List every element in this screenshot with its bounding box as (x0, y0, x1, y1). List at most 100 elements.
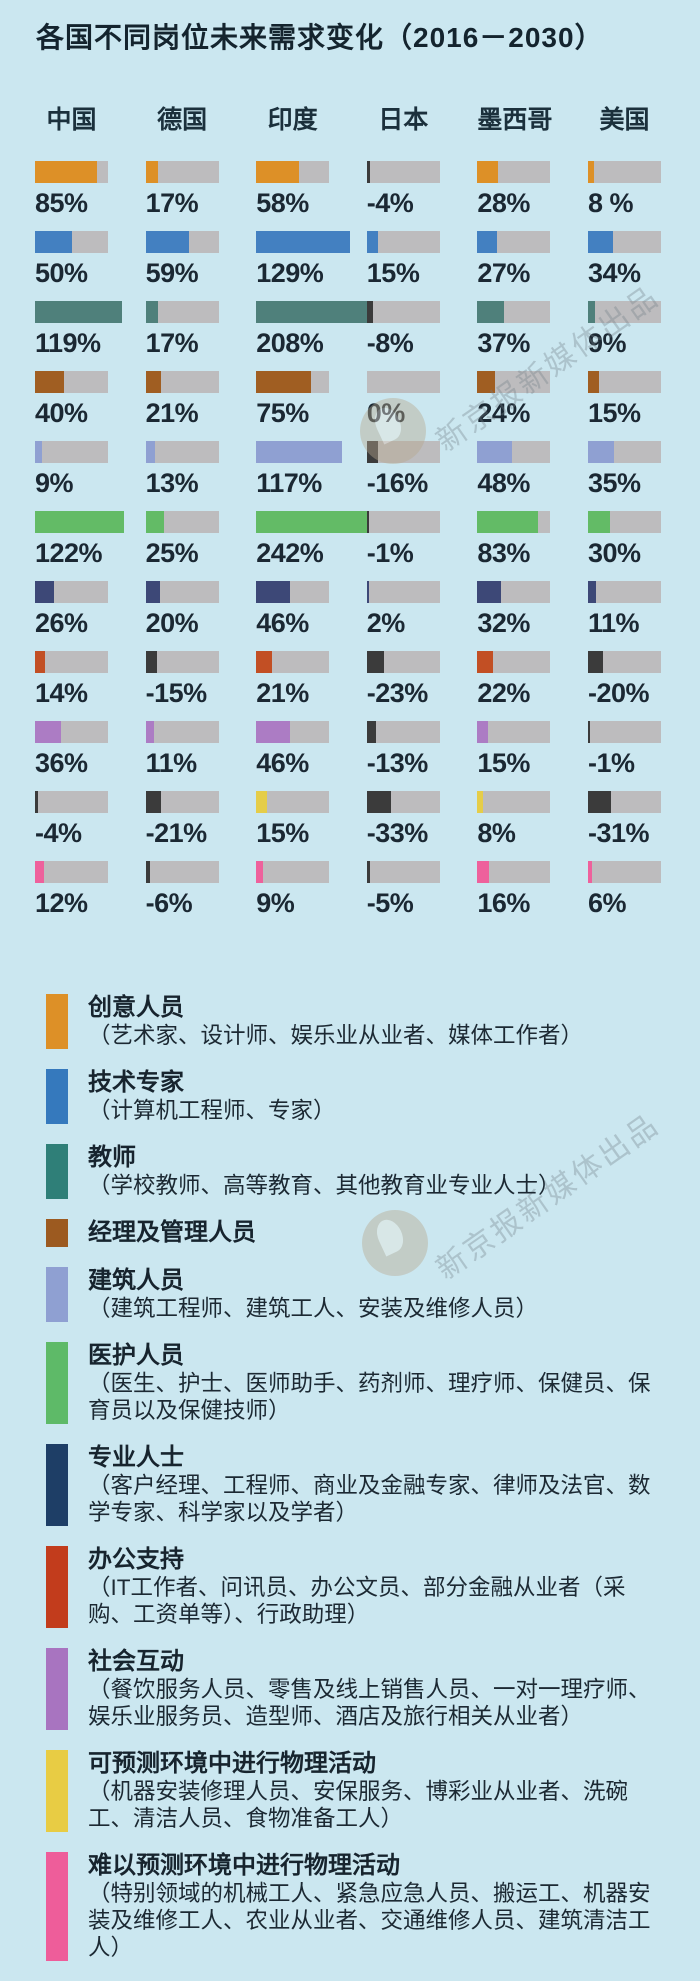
legend-category-name: 建筑人员 (88, 1267, 184, 1294)
bar-cell: 208% (256, 301, 369, 371)
bar-fill (587, 651, 603, 673)
bar-cell: 17% (145, 161, 257, 231)
bar-track (366, 161, 440, 183)
bar-track (366, 231, 440, 253)
bar-value-label: -5% (366, 888, 414, 918)
bar-value-label: 20% (145, 608, 199, 638)
bar-cell: 8% (477, 791, 588, 861)
bar-cell: 16% (477, 861, 588, 931)
bar-track (145, 371, 219, 393)
country-header-label: 日本 (378, 106, 429, 134)
bar-cell: 15% (366, 231, 478, 301)
bar-value-label: 26% (35, 608, 88, 638)
bar-fill (366, 581, 370, 603)
bar-track (477, 301, 551, 323)
legend-item: 技术专家 （计算机工程师、专家） (46, 1069, 676, 1124)
bar-track (256, 581, 330, 603)
chart-row: 36% 11% 46% -13% 15% -1% (35, 721, 699, 791)
bar-fill (256, 721, 290, 743)
bar-track (35, 511, 125, 533)
bar-fill (587, 791, 611, 813)
bar-cell: 28% (477, 161, 588, 231)
bar-value-label: -15% (145, 678, 208, 708)
bar-value-label: -31% (587, 818, 650, 848)
bar-track (35, 581, 108, 603)
bar-cell: 117% (256, 441, 367, 511)
bar-fill (256, 371, 311, 393)
bar-value-label: 13% (145, 468, 199, 498)
bar-value-label: 22% (477, 678, 530, 708)
legend-item: 社会互动 （餐饮服务人员、零售及线上销售人员、一对一理疗师、娱乐业服务员、造型师、… (46, 1648, 676, 1730)
bar-value-label: 17% (145, 328, 199, 358)
bar-fill (145, 371, 161, 393)
legend-swatch (46, 994, 68, 1049)
bar-track (35, 161, 108, 183)
bar-cell: 9% (256, 861, 367, 931)
bar-fill (145, 441, 156, 463)
bar-track (145, 721, 219, 743)
bar-value-label: 36% (35, 748, 88, 778)
bar-value-label: 37% (477, 328, 530, 358)
bar-cell: 122% (35, 511, 146, 581)
bar-value-label: 17% (145, 188, 199, 218)
bar-value-label: 85% (35, 188, 88, 218)
bar-track (587, 651, 661, 673)
bar-fill (366, 441, 379, 463)
chart-row: 14% -15% 21% -23% 22% -20% (35, 651, 699, 721)
bar-track (256, 791, 330, 813)
chart-row: 85% 17% 58% -4% 28% 8 % (35, 161, 699, 231)
legend-category-desc: （计算机工程师、专家） (88, 1098, 336, 1123)
legend-category-desc: （餐饮服务人员、零售及线上销售人员、一对一理疗师、娱乐业服务员、造型师、酒店及旅… (88, 1677, 651, 1729)
legend-category-desc: （学校教师、高等教育、其他教育业专业人士） (88, 1173, 561, 1198)
bar-track (366, 371, 440, 393)
chart-row: 26% 20% 46% 2% 32% 11% (35, 581, 699, 651)
chart-row: 50% 59% 129% 15% 27% 34% (35, 231, 699, 301)
legend-swatch (46, 1144, 68, 1199)
legend-swatch (46, 1342, 68, 1424)
bar-value-label: 32% (477, 608, 530, 638)
bar-track (587, 861, 661, 883)
bar-value-label: 122% (35, 538, 103, 568)
bar-fill (35, 441, 42, 463)
bar-cell: 21% (256, 651, 367, 721)
bar-fill (256, 861, 263, 883)
bar-fill (477, 791, 484, 813)
bar-track (587, 791, 661, 813)
bar-fill (477, 441, 513, 463)
bar-fill (477, 371, 495, 393)
legend-item: 经理及管理人员 (46, 1219, 676, 1247)
bar-track (145, 301, 219, 323)
bar-track (477, 581, 551, 603)
bar-fill (35, 511, 125, 533)
bar-fill (477, 301, 505, 323)
bar-track (35, 371, 108, 393)
bar-fill (35, 161, 98, 183)
bar-fill (35, 721, 62, 743)
legend-swatch (46, 1546, 68, 1628)
legend-category-desc: （医生、护士、医师助手、药剂师、理疗师、保健员、保育员以及保健技师） (88, 1371, 651, 1423)
bar-track (35, 861, 108, 883)
bar-value-label: 16% (477, 888, 530, 918)
bar-track (145, 861, 219, 883)
bar-fill (587, 371, 599, 393)
bar-value-label: 50% (35, 258, 88, 288)
bar-track (587, 301, 661, 323)
bar-cell: 40% (35, 371, 146, 441)
bar-cell: 37% (477, 301, 588, 371)
bar-cell: -5% (366, 861, 478, 931)
legend-category-name: 社会互动 (88, 1648, 184, 1675)
legend-text: 建筑人员 （建筑工程师、建筑工人、安装及维修人员） (88, 1267, 666, 1322)
bar-value-label: 12% (35, 888, 88, 918)
bar-cell: 15% (477, 721, 588, 791)
bar-track (477, 721, 551, 743)
bar-track (587, 441, 661, 463)
bar-value-label: -16% (366, 468, 429, 498)
bar-fill (587, 511, 610, 533)
bar-track (477, 441, 551, 463)
bar-cell: -8% (366, 301, 478, 371)
bar-track (366, 511, 440, 533)
bar-fill (477, 161, 498, 183)
legend-category-desc: （机器安装修理人员、安保服务、博彩业从业者、洗碗工、清洁人员、食物准备工人） (88, 1779, 629, 1831)
country-header: 印度 (256, 100, 367, 136)
bar-track (145, 651, 219, 673)
